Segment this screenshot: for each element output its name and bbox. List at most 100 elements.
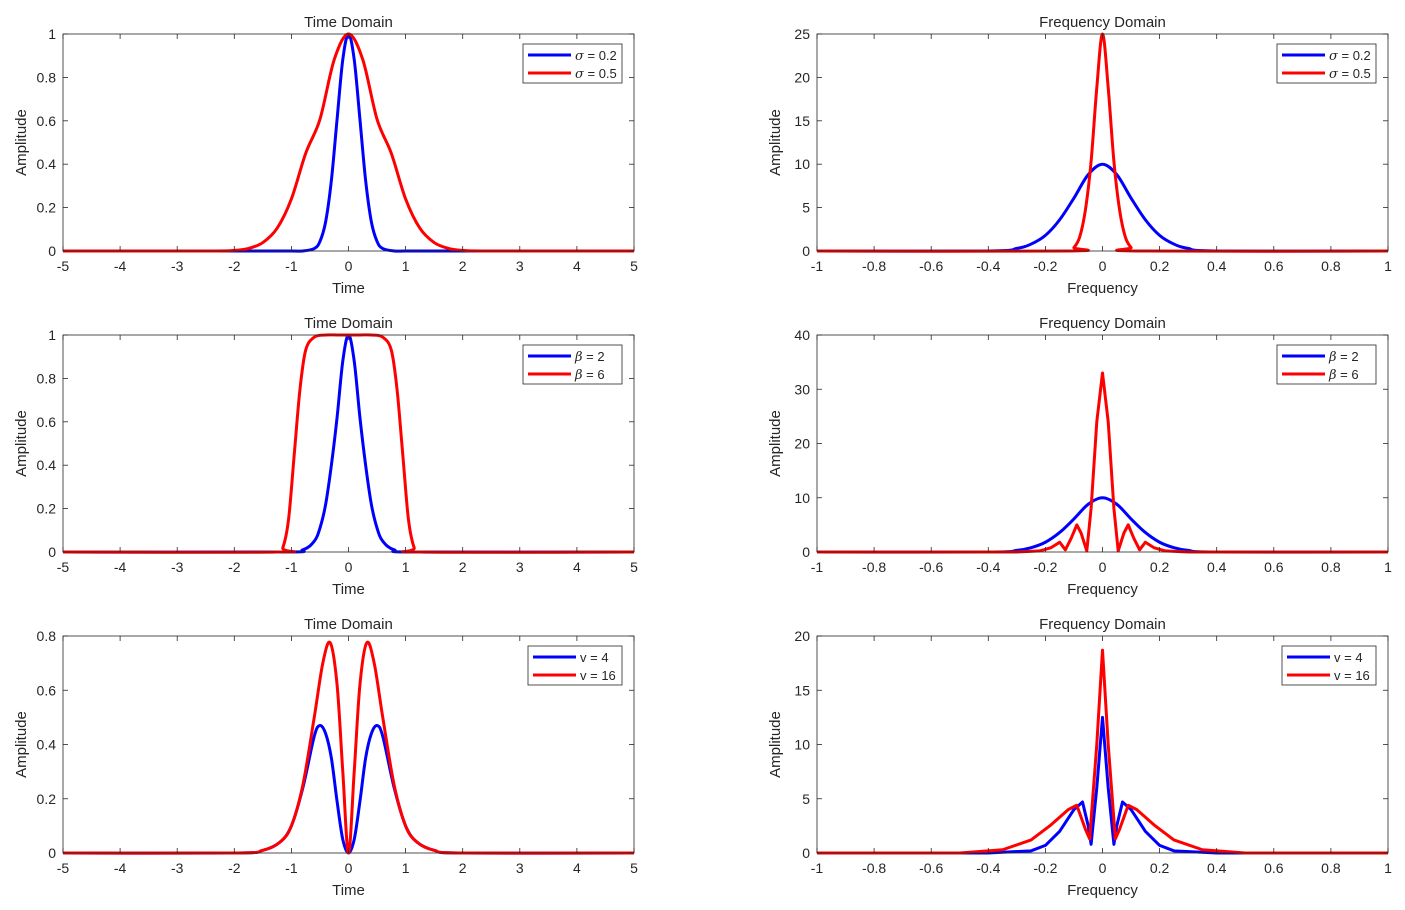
legend-text: v = 4 <box>580 650 609 665</box>
y-tick-label: 0 <box>802 845 810 861</box>
x-tick-label: 4 <box>573 559 581 575</box>
x-tick-label: -2 <box>228 860 241 876</box>
y-tick-label: 10 <box>794 490 810 506</box>
legend-symbol: β <box>1328 350 1337 365</box>
x-tick-label: -1 <box>285 860 298 876</box>
legend-symbol: σ <box>575 67 585 82</box>
legend-symbol: β <box>574 368 583 383</box>
x-tick-label: 4 <box>573 258 581 274</box>
y-tick-label: 25 <box>794 26 810 42</box>
x-tick-label: 2 <box>459 860 467 876</box>
y-tick-label: 5 <box>802 200 810 216</box>
legend-text: = 0.2 <box>1338 48 1371 63</box>
legend-box <box>527 645 623 686</box>
y-tick-label: 0.8 <box>37 628 57 644</box>
y-tick-label: 0 <box>802 243 810 259</box>
y-tick-label: 0.2 <box>37 200 57 216</box>
y-tick-label: 0 <box>802 544 810 560</box>
x-tick-label: -0.4 <box>976 559 1000 575</box>
y-tick-label: 15 <box>794 113 810 129</box>
subplot-4: -1 -0.8 -0.6 -0.4 -0.2 0 0.2 0.4 0.6 0.8 101020304… <box>767 315 1392 598</box>
legend-text: = 6 <box>1337 367 1359 382</box>
y-tick-label: 10 <box>794 737 810 753</box>
x-tick-label: -0.8 <box>862 258 886 274</box>
subplot-2: -1 -0.8 -0.6 -0.4 -0.2 0 0.2 0.4 0.6 0.8 105101520… <box>767 14 1392 297</box>
legend-symbol: β <box>1328 368 1337 383</box>
y-tick-label: 1 <box>48 26 56 42</box>
legend-label-1: σ = 0.2 <box>575 48 617 64</box>
x-tick-label: -5 <box>57 258 70 274</box>
series-group <box>817 371 1388 554</box>
x-tick-label: -1 <box>285 258 298 274</box>
x-tick-label: -0.4 <box>976 258 1000 274</box>
subplot-1: -5 -4 -3 -2 -1 0 1 2 3 4 5 0 0.2 0.4 0.6 0.8 1 Time Domai… <box>13 14 638 297</box>
x-tick-label: -1 <box>285 559 298 575</box>
x-tick-label: 1 <box>1384 860 1392 876</box>
x-tick-label: 0.2 <box>1150 860 1170 876</box>
x-axis-label: Frequency <box>1067 581 1138 598</box>
y-tick-label: 0.6 <box>37 414 57 430</box>
y-axis-label: Amplitude <box>13 711 30 778</box>
legend-label-1: v = 4 <box>1334 650 1363 665</box>
y-axis-label: Amplitude <box>767 410 784 477</box>
x-tick-label: 0.4 <box>1207 258 1227 274</box>
legend-symbol: σ <box>575 49 585 64</box>
legend-label-2: σ = 0.5 <box>575 66 617 82</box>
x-tick-label: -0.4 <box>976 860 1000 876</box>
x-tick-label: 4 <box>573 860 581 876</box>
chart-title: Frequency Domain <box>1039 14 1166 31</box>
y-axis-label: Amplitude <box>767 711 784 778</box>
y-tick-label: 20 <box>794 69 810 85</box>
x-tick-label: 0.6 <box>1264 559 1284 575</box>
x-tick-label: 0 <box>345 860 353 876</box>
legend: β = 2β = 6 <box>522 344 623 385</box>
y-tick-label: 20 <box>794 628 810 644</box>
y-tick-label: 10 <box>794 156 810 172</box>
x-axis-label: Frequency <box>1067 280 1138 297</box>
x-tick-label: -1 <box>811 559 824 575</box>
x-tick-label: 5 <box>630 559 638 575</box>
x-tick-label: 0.6 <box>1264 860 1284 876</box>
subplot-6: -1 -0.8 -0.6 -0.4 -0.2 0 0.2 0.4 0.6 0.8 105101520… <box>767 616 1392 899</box>
y-tick-label: 15 <box>794 682 810 698</box>
legend-text: = 0.2 <box>584 48 617 63</box>
x-tick-label: -1 <box>811 860 824 876</box>
series-line-2 <box>817 371 1388 554</box>
x-tick-label: 0.6 <box>1264 258 1284 274</box>
chart-title: Frequency Domain <box>1039 315 1166 332</box>
x-axis-label: Time <box>332 882 365 899</box>
x-tick-label: -4 <box>114 258 127 274</box>
legend-label-2: v = 16 <box>1334 668 1370 683</box>
legend-symbol: σ <box>1329 49 1339 64</box>
x-tick-label: 0.4 <box>1207 559 1227 575</box>
x-axis-label: Time <box>332 280 365 297</box>
subplot-5: -5 -4 -3 -2 -1 0 1 2 3 4 5 0 0.2 0.4 0.6 0.8 Time Domain… <box>13 616 638 899</box>
x-tick-label: 0.2 <box>1150 258 1170 274</box>
x-tick-label: -0.8 <box>862 860 886 876</box>
series-line-2 <box>817 648 1388 855</box>
x-tick-label: 1 <box>402 258 410 274</box>
x-tick-label: -5 <box>57 860 70 876</box>
y-tick-label: 0.8 <box>37 370 57 386</box>
legend-text: = 6 <box>583 367 605 382</box>
legend: σ = 0.2σ = 0.5 <box>1276 43 1377 84</box>
x-tick-label: 0.4 <box>1207 860 1227 876</box>
series-group <box>817 648 1388 855</box>
x-tick-label: -2 <box>228 559 241 575</box>
y-axis-label: Amplitude <box>767 109 784 176</box>
legend-box <box>522 43 623 84</box>
x-tick-label: 0.8 <box>1321 258 1341 274</box>
x-tick-label: 5 <box>630 860 638 876</box>
x-tick-label: 3 <box>516 559 524 575</box>
y-tick-label: 0 <box>48 544 56 560</box>
x-tick-label: 3 <box>516 860 524 876</box>
x-tick-label: 1 <box>1384 559 1392 575</box>
legend-text: = 0.5 <box>584 66 617 81</box>
legend-label-1: v = 4 <box>580 650 609 665</box>
y-tick-label: 1 <box>48 327 56 343</box>
y-axis-label: Amplitude <box>13 410 30 477</box>
legend-text: = 2 <box>1337 349 1359 364</box>
y-tick-label: 0.6 <box>37 113 57 129</box>
legend-label-2: β = 6 <box>574 367 605 383</box>
